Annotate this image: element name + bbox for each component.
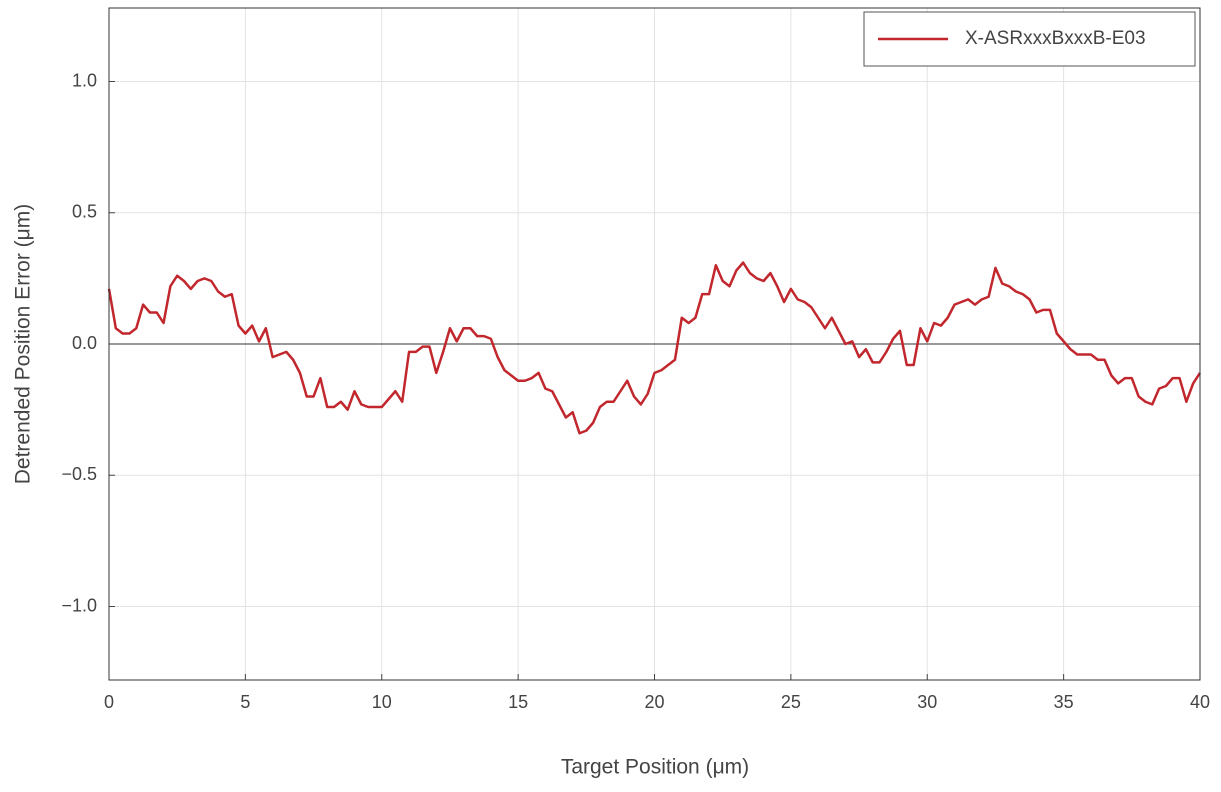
x-tick-label: 0 — [104, 692, 114, 712]
x-tick-label: 40 — [1190, 692, 1210, 712]
x-tick-label: 20 — [644, 692, 664, 712]
y-tick-label: 0.0 — [72, 333, 97, 353]
data-line — [107, 261, 1202, 435]
x-tick-label: 5 — [240, 692, 250, 712]
y-tick-label: 0.5 — [72, 202, 97, 222]
y-tick-label: −0.5 — [61, 464, 97, 484]
x-tick-label: 10 — [372, 692, 392, 712]
x-tick-label: 15 — [508, 692, 528, 712]
x-tick-label: 30 — [917, 692, 937, 712]
y-tick-label: 1.0 — [72, 70, 97, 90]
x-tick-label: 25 — [781, 692, 801, 712]
y-axis-label: Detrended Position Error (μm) — [12, 204, 35, 485]
y-tick-label: −1.0 — [61, 595, 97, 615]
plot-frame — [108, 7, 1201, 681]
x-axis-label: Target Position (μm) — [561, 756, 749, 779]
x-tick-label: 35 — [1054, 692, 1074, 712]
legend-label: X-ASRxxxBxxxB-E03 — [965, 28, 1146, 49]
